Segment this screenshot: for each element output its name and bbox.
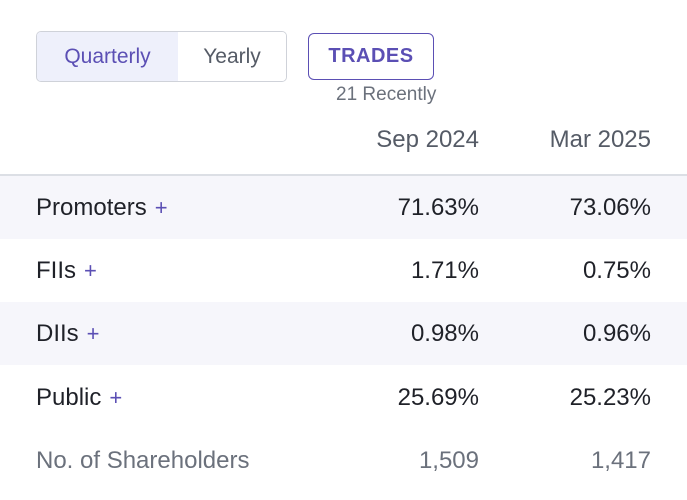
row-label-fiis[interactable]: FIIs + [36, 257, 97, 285]
row-label-text: No. of Shareholders [36, 446, 250, 474]
row-label-promoters[interactable]: Promoters + [36, 194, 168, 222]
table-row-public: Public + 25.69% 25.23% [0, 366, 687, 429]
cell-shareholders-mar-2025: 1,417 [590, 446, 651, 474]
row-label-diis[interactable]: DIIs + [36, 320, 100, 348]
expand-plus-icon[interactable]: + [109, 384, 123, 410]
period-toggle: Quarterly Yearly [36, 31, 287, 82]
cell-diis-sep-2024: 0.98% [410, 319, 479, 347]
row-label-text: DIIs [36, 319, 79, 347]
trades-recent-count: 21 Recently [336, 84, 437, 105]
cell-public-mar-2025: 25.23% [569, 383, 651, 411]
row-label-text: Public [36, 383, 102, 411]
column-header-mar-2025: Mar 2025 [549, 126, 651, 153]
yearly-toggle-button[interactable]: Yearly [178, 32, 286, 81]
quarterly-toggle-button[interactable]: Quarterly [37, 32, 178, 81]
cell-diis-mar-2025: 0.96% [582, 319, 651, 347]
cell-fiis-sep-2024: 1.71% [410, 256, 479, 284]
row-label-shareholders: No. of Shareholders [36, 447, 249, 475]
cell-public-sep-2024: 25.69% [397, 383, 479, 411]
column-header-sep-2024: Sep 2024 [376, 126, 479, 153]
table-row-promoters: Promoters + 71.63% 73.06% [0, 176, 687, 239]
row-label-text: Promoters [36, 193, 147, 221]
cell-shareholders-sep-2024: 1,509 [418, 446, 479, 474]
table-row-shareholders: No. of Shareholders 1,509 1,417 [0, 429, 687, 492]
table-row-fiis: FIIs + 1.71% 0.75% [0, 239, 687, 302]
trades-button[interactable]: TRADES [308, 33, 434, 80]
row-label-public[interactable]: Public + [36, 384, 122, 412]
expand-plus-icon[interactable]: + [86, 320, 100, 346]
header-divider [0, 174, 687, 176]
expand-plus-icon[interactable]: + [84, 257, 97, 283]
cell-promoters-mar-2025: 73.06% [569, 193, 651, 221]
cell-fiis-mar-2025: 0.75% [582, 256, 651, 284]
expand-plus-icon[interactable]: + [154, 194, 168, 220]
cell-promoters-sep-2024: 71.63% [397, 193, 479, 221]
table-row-diis: DIIs + 0.98% 0.96% [0, 302, 687, 365]
row-label-text: FIIs [36, 256, 76, 284]
